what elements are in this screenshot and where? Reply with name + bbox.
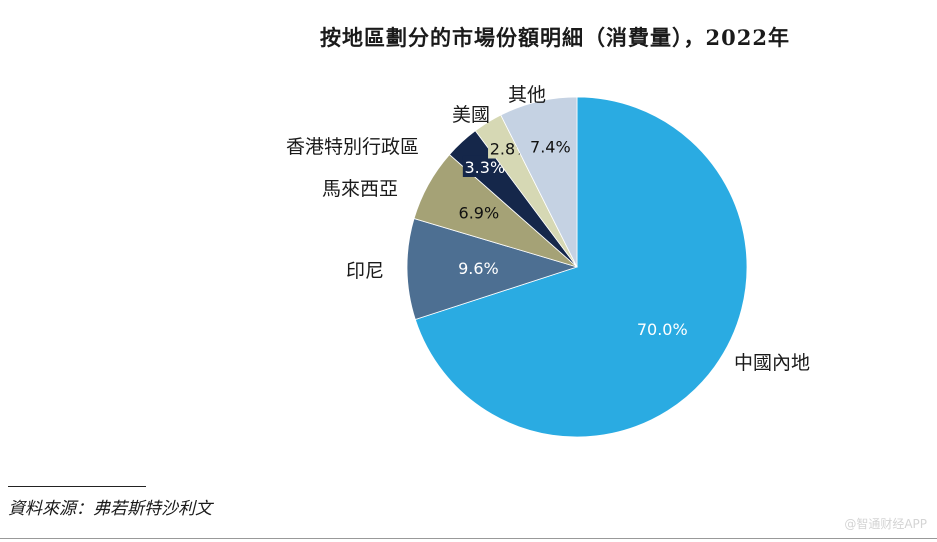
label-china-mainland: 中國內地: [734, 352, 811, 374]
chart-title: 按地區劃分的市場份額明細（消費量），2022年: [320, 25, 790, 50]
value-label-1: 9.6%: [458, 259, 499, 278]
pie-slice-0: [414, 96, 748, 438]
watermark: @智通财经APP: [844, 517, 927, 531]
label-others: 其他: [508, 84, 547, 106]
bottom-divider: [0, 538, 937, 539]
value-label-2: 6.9%: [459, 204, 500, 223]
pie-slice-1: [406, 218, 579, 321]
label-usa: 美國: [452, 104, 491, 126]
pie-slice-5: [500, 96, 578, 268]
value-label-5: 7.4%: [530, 138, 571, 157]
source-note: 資料來源：弗若斯特沙利文: [8, 499, 212, 519]
label-hong-kong-sar: 香港特別行政區: [286, 136, 420, 158]
value-label-0: 70.0%: [637, 320, 688, 339]
label-indonesia: 印尼: [346, 260, 385, 282]
value-label-bg-3: [462, 155, 507, 177]
label-malaysia: 馬來西亞: [322, 178, 399, 200]
value-label-3: 3.3%: [465, 158, 506, 177]
source-divider: [8, 486, 146, 487]
